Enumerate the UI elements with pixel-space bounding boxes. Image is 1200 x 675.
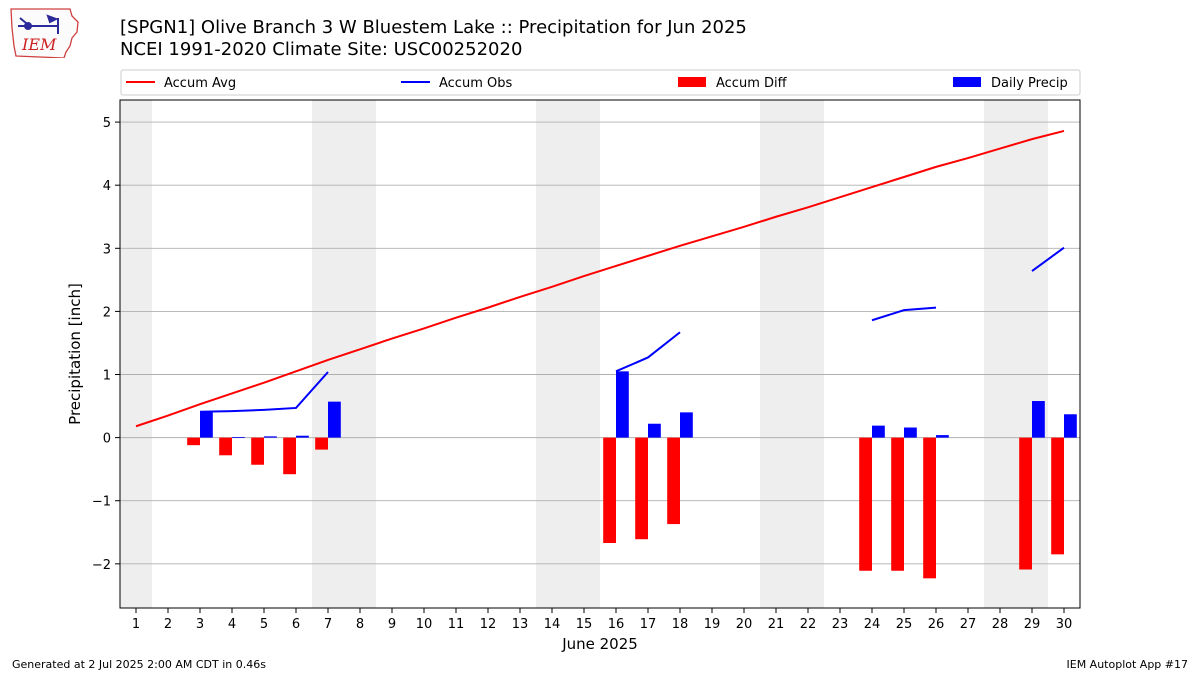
weather-station-icon (18, 14, 59, 34)
x-tick-label: 23 (832, 617, 849, 632)
x-tick-label: 5 (260, 617, 268, 632)
legend-patch-swatch (678, 77, 706, 87)
accum-diff-bar (283, 437, 296, 475)
accum-diff-bar (891, 437, 904, 571)
legend-label: Accum Obs (439, 76, 512, 91)
x-tick-label: 18 (672, 617, 689, 632)
x-tick-label: 10 (416, 617, 433, 632)
accum-obs-line (1031, 246, 1065, 272)
accum-diff-bar (603, 437, 616, 544)
daily-precip-bar (296, 435, 309, 438)
daily-precip-bar (1032, 401, 1045, 438)
x-tick-label: 7 (324, 617, 332, 632)
footer-generated: Generated at 2 Jul 2025 2:00 AM CDT in 0… (12, 658, 266, 671)
gridlines (120, 121, 1080, 565)
x-tick-label: 22 (800, 617, 817, 632)
weekend-shade (120, 100, 152, 608)
accum-obs-line (199, 371, 329, 413)
x-tick-label: 11 (448, 617, 465, 632)
accum-diff-bar (315, 437, 328, 450)
accum-diff-bar (923, 437, 936, 579)
weekend-shade (760, 100, 824, 608)
x-tick-label: 9 (388, 617, 396, 632)
x-tick-label: 16 (608, 617, 625, 632)
legend-label: Accum Diff (716, 76, 788, 91)
daily-precip-bar (616, 371, 629, 438)
x-tick-label: 24 (864, 617, 881, 632)
accum-obs-line (871, 306, 937, 322)
legend-label: Daily Precip (991, 76, 1068, 91)
x-tick-label: 4 (228, 617, 236, 632)
accum-diff-bar (187, 437, 200, 446)
accum-avg-line (135, 129, 1065, 428)
weekend-shade (984, 100, 1048, 608)
y-tick-label: −1 (92, 495, 111, 510)
y-tick-label: 5 (103, 116, 111, 131)
legend-label: Accum Avg (164, 76, 236, 91)
daily-precip-bar (1064, 414, 1077, 438)
x-tick-label: 25 (896, 617, 913, 632)
iowa-outline-icon (10, 8, 79, 58)
y-tick-label: 2 (103, 305, 111, 320)
x-axis-label: June 2025 (561, 635, 638, 653)
x-tick-label: 28 (992, 617, 1009, 632)
y-tick-label: 4 (103, 179, 111, 194)
accum-obs-line (615, 331, 681, 373)
daily-precip-bar (904, 427, 917, 438)
x-tick-label: 26 (928, 617, 945, 632)
x-tick-label: 14 (544, 617, 561, 632)
accum-diff-bar (635, 437, 648, 540)
x-tick-label: 17 (640, 617, 657, 632)
legend-box (120, 69, 1081, 96)
bars (187, 371, 1077, 579)
legend-patch-swatch (953, 77, 981, 87)
x-tick-label: 15 (576, 617, 593, 632)
x-tick-label: 20 (736, 617, 753, 632)
daily-precip-bar (328, 401, 341, 438)
chart-title: [SPGN1] Olive Branch 3 W Bluestem Lake :… (120, 17, 747, 38)
lines (135, 129, 1065, 428)
weekend-shade (536, 100, 600, 608)
accum-diff-bar (667, 437, 680, 525)
daily-precip-bar (648, 423, 661, 438)
daily-precip-bar (936, 435, 949, 438)
logo-text: IEM (21, 35, 57, 54)
x-tick-label: 21 (768, 617, 785, 632)
x-tick-label: 27 (960, 617, 977, 632)
axis-ticks: 1 2 3 4 5 6 7 8 9 10 11 12 13 14 15 16 17 18 19 20 21 22 23 24 2… (92, 116, 1072, 632)
footer-app: IEM Autoplot App #17 (1066, 658, 1189, 671)
y-tick-label: −2 (92, 558, 111, 573)
x-tick-label: 30 (1056, 617, 1073, 632)
x-tick-label: 6 (292, 617, 300, 632)
y-tick-label: 0 (103, 432, 111, 447)
x-tick-label: 29 (1024, 617, 1041, 632)
legend: Accum Avg Accum Obs Accum Diff Daily Precip (120, 69, 1081, 96)
accum-diff-bar (219, 437, 232, 456)
iem-logo: IEM (10, 8, 79, 58)
plot-frame (119, 99, 1081, 609)
accum-diff-bar (859, 437, 872, 571)
y-axis-label: Precipitation [inch] (66, 283, 84, 425)
accum-diff-bar (1051, 437, 1064, 555)
chart-subtitle: NCEI 1991-2020 Climate Site: USC00252020 (120, 39, 523, 60)
daily-precip-bar (680, 412, 693, 438)
y-tick-label: 1 (103, 369, 111, 384)
x-tick-label: 2 (164, 617, 172, 632)
accum-diff-bar (251, 437, 264, 465)
accum-diff-bar (1019, 437, 1032, 570)
x-tick-label: 1 (132, 617, 140, 632)
x-tick-label: 13 (512, 617, 529, 632)
y-tick-label: 3 (103, 242, 111, 257)
weekend-shading (120, 100, 1048, 608)
daily-precip-bar (232, 436, 245, 438)
x-tick-label: 12 (480, 617, 497, 632)
x-tick-label: 3 (196, 617, 204, 632)
daily-precip-bar (872, 425, 885, 438)
x-tick-label: 19 (704, 617, 721, 632)
x-tick-label: 8 (356, 617, 364, 632)
daily-precip-bar (200, 411, 213, 438)
daily-precip-bar (264, 436, 277, 438)
